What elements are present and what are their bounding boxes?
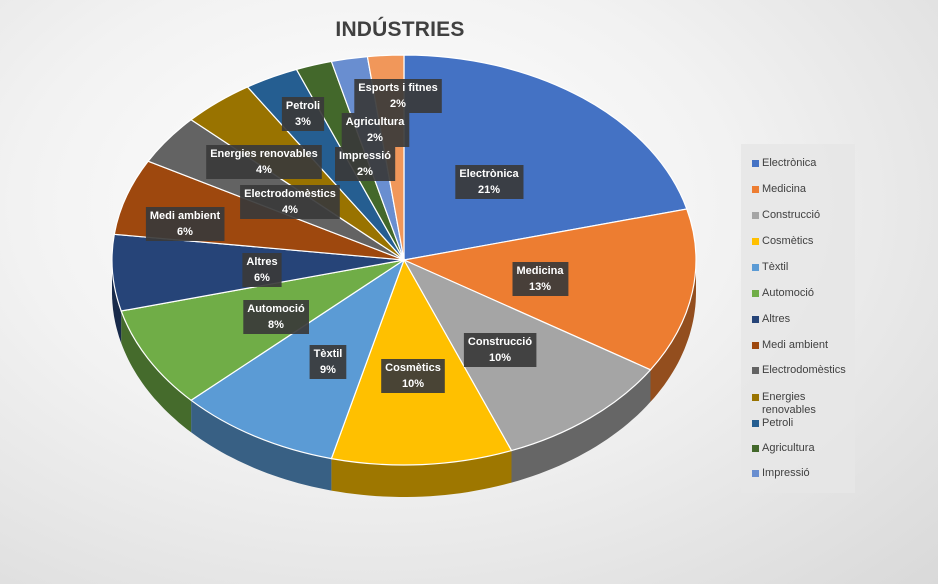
legend-swatch	[752, 394, 759, 401]
data-label-percent: 6%	[254, 272, 270, 284]
data-label-box	[281, 97, 325, 131]
data-label-category: Altres	[246, 256, 277, 268]
data-label-category: Impressió	[339, 150, 391, 162]
data-label-category: Cosmètics	[385, 362, 441, 374]
legend-swatch	[752, 186, 759, 193]
pie-slice-electr-nica	[403, 54, 688, 261]
data-label-box	[145, 207, 225, 241]
data-label-category: Automoció	[247, 303, 305, 315]
data-labels: Electrònica21%Medicina13%Construcció10%C…	[145, 79, 569, 393]
data-label-percent: 10%	[489, 352, 511, 364]
data-label: Electrodomèstics 4%	[240, 185, 340, 219]
pie-side-1	[650, 260, 696, 402]
data-label-category: Electrònica	[459, 168, 519, 180]
data-label-percent: 13%	[529, 281, 551, 293]
legend-swatch	[752, 342, 759, 349]
data-label-box	[243, 300, 309, 334]
data-label: Medi ambient 6%	[145, 207, 225, 241]
legend-label: Medi ambient	[762, 339, 829, 351]
data-label-percent: 21%	[478, 184, 500, 196]
legend-swatch	[752, 290, 759, 297]
legend-label: Construcció	[762, 209, 821, 221]
legend-label: Electrodomèstics	[762, 364, 846, 376]
pie-side-6	[112, 260, 122, 343]
legend-label: Energies renovables	[762, 391, 816, 416]
legend-label: Tèxtil	[762, 261, 789, 273]
data-label: Altres 6%	[242, 253, 282, 287]
legend-label: Agricultura	[762, 442, 815, 454]
legend	[741, 144, 855, 493]
data-label: Cosmètics 10%	[381, 359, 445, 393]
data-label-percent: 2%	[390, 98, 406, 110]
legend-swatch	[752, 445, 759, 452]
data-label-box	[455, 165, 524, 199]
data-label: Medicina 13%	[512, 262, 569, 296]
data-label-box	[512, 262, 569, 296]
legend-label: Impressió	[762, 467, 810, 479]
legend-label: Altres	[762, 313, 791, 325]
data-label: Impressió 2%	[335, 147, 396, 181]
pie-side-5	[121, 311, 192, 433]
data-label-box	[309, 345, 347, 379]
pie-side-3	[331, 450, 512, 497]
pie-side-2	[511, 369, 651, 483]
data-label-category: Agricultura	[346, 116, 406, 128]
data-label-percent: 2%	[367, 132, 383, 144]
data-label-category: Medi ambient	[150, 210, 221, 222]
data-label-category: Medicina	[516, 265, 564, 277]
data-label-percent: 4%	[282, 204, 298, 216]
data-label-category: Tèxtil	[314, 348, 343, 360]
legend-swatch	[752, 367, 759, 374]
data-label-category: Energies renovables	[210, 148, 318, 160]
pie-slice-t-xtil	[190, 258, 406, 460]
data-label-category: Construcció	[468, 336, 532, 348]
legend-swatch	[752, 420, 759, 427]
data-label: Petroli 3%	[281, 97, 325, 131]
data-label-category: Electrodomèstics	[244, 188, 336, 200]
legend-label: Cosmètics	[762, 235, 814, 247]
data-label-box	[206, 145, 322, 179]
legend-label: Automoció	[762, 287, 814, 299]
data-label-percent: 9%	[320, 364, 336, 376]
legend-label: Electrònica	[762, 157, 817, 169]
data-label-percent: 8%	[268, 319, 284, 331]
data-label-box	[463, 333, 537, 367]
data-label: Construcció 10%	[463, 333, 537, 367]
legend-swatch	[752, 470, 759, 477]
data-label-percent: 2%	[357, 166, 373, 178]
chart-title: INDÚSTRIES	[335, 18, 465, 41]
data-label: Agricultura 2%	[341, 113, 410, 147]
data-label-box	[381, 359, 445, 393]
data-label-category: Esports i fitnes	[358, 82, 437, 94]
data-label: Electrònica 21%	[455, 165, 524, 199]
legend-swatch	[752, 212, 759, 219]
data-label: Esports i fitnes 2%	[354, 79, 442, 113]
legend-swatch	[752, 264, 759, 271]
data-label-box	[242, 253, 282, 287]
data-label: Automoció 8%	[243, 300, 309, 334]
data-label-box	[341, 113, 410, 147]
data-label-box	[354, 79, 442, 113]
data-label: Energies renovables 4%	[206, 145, 322, 179]
legend-swatch	[752, 160, 759, 167]
data-label-percent: 4%	[256, 164, 272, 176]
legend-swatch	[752, 238, 759, 245]
data-label-box	[335, 147, 396, 181]
legend-swatch	[752, 316, 759, 323]
legend-label: Medicina	[762, 183, 807, 195]
data-label-category: Petroli	[286, 100, 320, 112]
data-label-box	[240, 185, 340, 219]
data-label: Tèxtil 9%	[309, 345, 347, 379]
data-label-percent: 3%	[295, 116, 311, 128]
data-label-percent: 6%	[177, 226, 193, 238]
data-label-percent: 10%	[402, 378, 424, 390]
legend-label: Petroli	[762, 417, 794, 429]
